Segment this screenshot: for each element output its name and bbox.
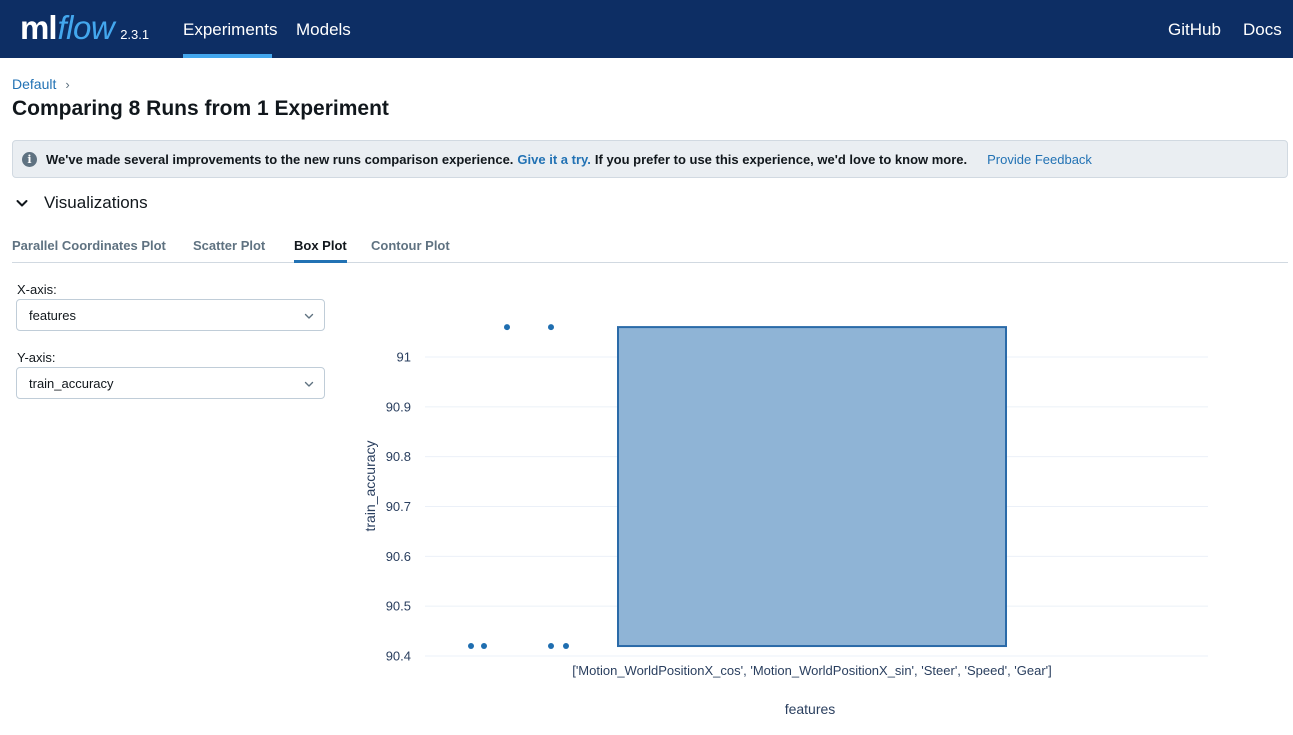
page-title: Comparing 8 Runs from 1 Experiment <box>12 97 389 120</box>
give-it-a-try-link[interactable]: Give it a try. <box>517 151 591 167</box>
y-axis-select-value: train_accuracy <box>29 376 114 391</box>
y-tick-label: 90.6 <box>386 549 411 564</box>
top-nav-bar: ml flow 2.3.1 Experiments Models GitHub … <box>0 0 1293 58</box>
nav-github[interactable]: GitHub <box>1168 20 1221 39</box>
box-plot-chart[interactable]: 90.4 90.5 90.6 90.7 90.8 90.9 91 ['Motion_Worl… <box>350 280 1250 730</box>
nav-models[interactable]: Models <box>296 20 351 39</box>
y-tick-label: 90.5 <box>386 599 411 614</box>
logo-flow-text: flow <box>57 9 115 46</box>
chart-points <box>468 324 569 650</box>
active-tab-underline <box>294 260 347 263</box>
banner-text-secondary: If you prefer to use this experience, we… <box>594 151 968 167</box>
y-tick-label: 90.9 <box>386 399 411 414</box>
data-point[interactable] <box>563 643 569 650</box>
info-icon: i <box>22 151 37 167</box>
info-banner: i We've made several improvements to the… <box>12 140 1288 178</box>
breadcrumb-default-link[interactable]: Default <box>12 76 57 92</box>
mlflow-logo[interactable]: ml flow 2.3.1 <box>20 6 149 50</box>
y-axis-title: train_accuracy <box>362 440 378 531</box>
chart-boxes <box>617 326 1007 648</box>
data-point[interactable] <box>504 324 510 331</box>
chevron-down-icon <box>304 381 314 387</box>
y-tick-label: 90.7 <box>386 499 411 514</box>
x-axis-label: X-axis: <box>17 282 57 297</box>
banner-text: We've made several improvements to the n… <box>46 151 514 167</box>
y-tick-label: 90.8 <box>386 449 411 464</box>
y-tick-label: 91 <box>397 350 411 365</box>
data-point[interactable] <box>481 643 487 650</box>
y-axis-label: Y-axis: <box>17 350 56 365</box>
breadcrumb: Default › <box>12 76 70 92</box>
data-point[interactable] <box>548 324 554 331</box>
tab-parallel-coordinates[interactable]: Parallel Coordinates Plot <box>12 238 166 253</box>
chevron-down-icon <box>304 313 314 319</box>
visualizations-label: Visualizations <box>44 193 148 212</box>
tab-box-plot[interactable]: Box Plot <box>294 238 347 253</box>
x-axis-title: features <box>785 701 836 717</box>
x-tick-label: ['Motion_WorldPositionX_cos', 'Motion_Wo… <box>572 663 1052 678</box>
plot-tabs: Parallel Coordinates Plot Scatter Plot B… <box>12 238 1288 263</box>
visualizations-toggle[interactable]: Visualizations <box>14 193 148 213</box>
provide-feedback-link[interactable]: Provide Feedback <box>987 151 1092 167</box>
box-mark[interactable] <box>617 326 1007 648</box>
data-point[interactable] <box>468 643 474 650</box>
x-axis-select-value: features <box>29 308 76 323</box>
tab-scatter-plot[interactable]: Scatter Plot <box>193 238 266 253</box>
x-axis-select[interactable]: features <box>16 299 325 331</box>
version-label: 2.3.1 <box>120 27 150 42</box>
y-axis-select[interactable]: train_accuracy <box>16 367 325 399</box>
chevron-down-icon <box>16 200 28 207</box>
logo-ml-text: ml <box>20 9 58 46</box>
breadcrumb-separator: › <box>65 76 70 92</box>
data-point[interactable] <box>548 643 554 650</box>
tab-contour-plot[interactable]: Contour Plot <box>371 238 450 253</box>
y-axis-ticks: 90.4 90.5 90.6 90.7 90.8 90.9 91 <box>386 350 411 664</box>
y-tick-label: 90.4 <box>386 649 411 664</box>
nav-active-indicator <box>183 54 272 58</box>
nav-docs[interactable]: Docs <box>1243 20 1282 39</box>
nav-experiments[interactable]: Experiments <box>183 20 278 39</box>
